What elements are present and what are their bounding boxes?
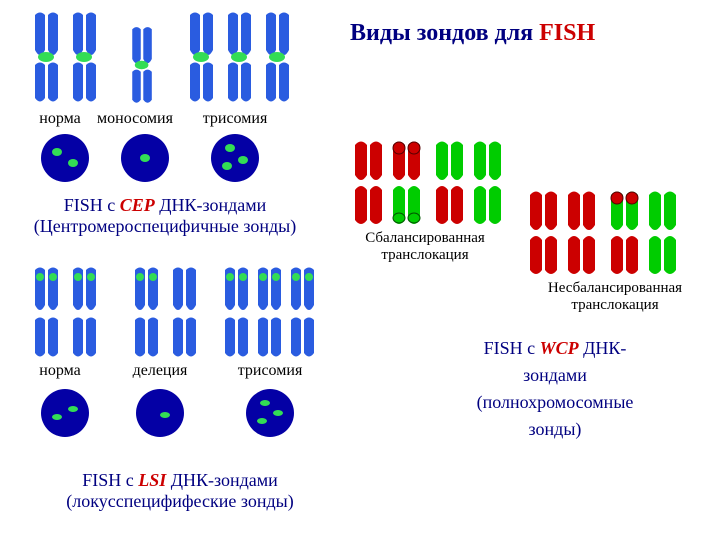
wcp-cap-sub: (полнохромосомные [477, 392, 634, 412]
cep-nuclei [25, 130, 325, 190]
lsi-cap-sub: (локусспецифифеские зонды) [66, 491, 293, 511]
page-title: Виды зондов для FISH [350, 20, 595, 47]
wcp-caption: FISH c WCP ДНК- зондами (полнохромосомны… [440, 335, 670, 443]
wcp-unbal-text: Несбалансированная транслокация [548, 280, 682, 313]
wcp-cap-pre: FISH c [484, 338, 540, 358]
lsi-chromosomes [25, 265, 325, 365]
lsi-cap-red: LSI [138, 470, 166, 490]
title-fish: FISH [539, 20, 595, 46]
wcp-cap-sub2: зонды) [529, 419, 582, 439]
cep-chromosomes [20, 10, 320, 110]
cep-cap-post: ДНК-зондами [155, 195, 267, 215]
lsi-label-norma: норма [30, 362, 90, 380]
cep-cap-sub: (Центромероспецифичные зонды) [34, 216, 297, 236]
lsi-nuclei [25, 385, 335, 445]
cep-label-tri: трисомия [190, 110, 280, 128]
cep-cap-pre: FISH c [64, 195, 120, 215]
wcp-cap-post2: зондами [523, 365, 587, 385]
cep-caption: FISH c CEP ДНК-зондами (Центромероспециф… [10, 195, 320, 237]
wcp-balanced [345, 135, 515, 235]
cep-label-norma: норма [30, 110, 90, 128]
wcp-cap-red: WCP [540, 338, 579, 358]
wcp-unbalanced-label: Несбалансированная транслокация [520, 280, 710, 314]
wcp-cap-post: ДНК- [579, 338, 627, 358]
wcp-balanced-label: Сбалансированная транслокация [340, 230, 510, 264]
lsi-cap-post: ДНК-зондами [166, 470, 278, 490]
title-main: Виды зондов для [350, 20, 539, 46]
wcp-unbalanced [520, 185, 690, 285]
cep-label-mono: моносомия [90, 110, 180, 128]
cep-cap-red: CEP [120, 195, 155, 215]
lsi-label-tri: трисомия [225, 362, 315, 380]
lsi-label-del: делеция [115, 362, 205, 380]
lsi-caption: FISH c LSI ДНК-зондами (локусспецифифеск… [35, 470, 325, 512]
lsi-cap-pre: FISH c [82, 470, 138, 490]
wcp-bal-text: Сбалансированная транслокация [365, 230, 485, 263]
